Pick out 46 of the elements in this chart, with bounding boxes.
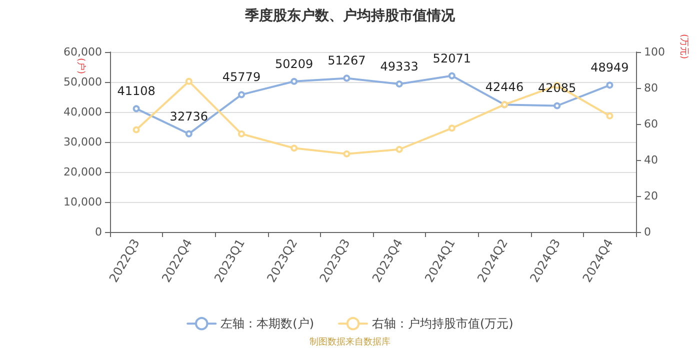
y-tick-label: 10,000 [64,196,102,208]
point [238,130,245,138]
y-tick-label: 0 [95,226,102,238]
text: 制图数据来自数据库 [310,336,390,348]
point [238,91,245,98]
y-tick-label: 50,000 [64,76,102,88]
y2-tick-label: 100 [644,46,665,58]
data-label: 42085 [538,81,576,96]
point [290,78,298,85]
legend-label: 右轴：户均持股市值(万元) [372,316,514,331]
y-tick-label: 40,000 [64,106,102,118]
point [606,82,614,89]
point [132,126,140,134]
data-label: 49333 [380,60,418,74]
data-label: 41108 [117,84,156,98]
data-label: 45779 [222,70,261,84]
y2-axis-title: (万元) [678,34,690,60]
y2-tick-label: 80 [644,82,658,94]
y2-tick-label: 60 [644,118,658,130]
data-label: 32736 [170,109,208,124]
data-label: 50209 [275,56,314,71]
point [343,150,350,158]
y-tick-label: 20,000 [64,166,102,178]
point [132,105,140,112]
data-label: 48949 [590,60,629,75]
data-label: 51267 [328,54,366,68]
point [185,130,192,138]
point [396,80,403,88]
point [396,146,403,153]
y-tick-label: 60,000 [64,46,102,58]
point [554,102,561,110]
point [290,144,298,152]
y-tick-label: 30,000 [64,136,102,148]
y2-tick-label: 20 [644,190,658,202]
legend-label: 左轴：本期数(户) [220,316,314,331]
point [185,78,192,85]
data-label: 52071 [432,51,471,66]
point [448,72,456,80]
y-axis-title: (户) [76,58,86,74]
chart-title: 季度股东户数、户均持股市值情况 [244,7,456,24]
point [448,124,456,132]
y2-tick-label: 0 [644,226,651,238]
y2-tick-label: 40 [644,154,658,166]
point [343,74,350,82]
point [606,112,614,120]
data-label: 42446 [485,80,524,94]
